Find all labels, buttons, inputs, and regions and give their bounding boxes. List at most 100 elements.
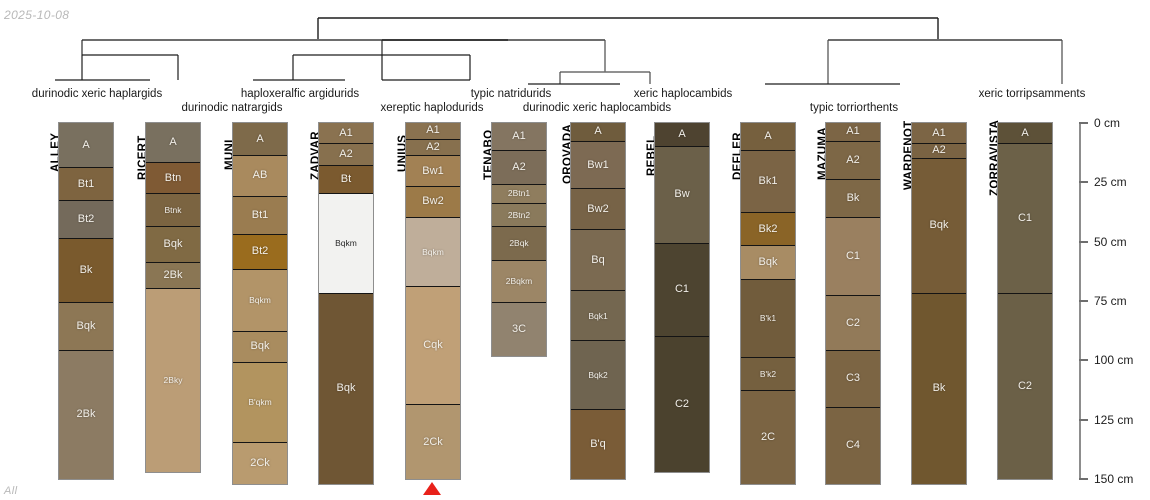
soil-horizon[interactable]: 2Bk [59, 350, 113, 479]
soil-horizon[interactable]: Bq [571, 229, 625, 292]
soil-horizon[interactable]: A1 [406, 123, 460, 140]
soil-horizon[interactable]: C3 [826, 350, 880, 408]
soil-horizon[interactable]: Bqk [233, 331, 287, 363]
horizon-label: A2 [426, 140, 440, 153]
profile-column[interactable]: A Bw1 Bw2 Bq Bqk1 Bqk2 B'q [570, 122, 626, 480]
profile-column[interactable]: A1 A2 Bk C1 C2 C3 C4 [825, 122, 881, 485]
soil-horizon[interactable]: Bk [912, 293, 966, 484]
profile-column[interactable]: A1 A2 Bw1 Bw2 Bqkm Cqk 2Ck [405, 122, 461, 480]
soil-horizon[interactable]: Bw2 [571, 189, 625, 230]
profile-column[interactable]: A Btn Btnk Bqk 2Bk 2Bky [145, 122, 201, 473]
soil-horizon[interactable]: AB [233, 156, 287, 197]
horizon-label: Bqk [336, 382, 356, 395]
soil-horizon[interactable]: C1 [655, 244, 709, 337]
soil-horizon[interactable]: 2Bqk [492, 227, 546, 261]
soil-horizon[interactable]: 2Ck [406, 405, 460, 479]
soil-horizon[interactable]: A1 [826, 123, 880, 142]
soil-horizon[interactable]: A1 [319, 123, 373, 145]
soil-horizon[interactable]: Bqk [912, 158, 966, 294]
soil-horizon[interactable]: Bt [319, 165, 373, 195]
horizon-label: Bqk [758, 256, 778, 268]
soil-horizon[interactable]: C4 [826, 407, 880, 484]
horizon-label: A [678, 127, 686, 140]
soil-horizon[interactable]: A1 [912, 123, 966, 145]
soil-horizon[interactable]: C1 [826, 217, 880, 297]
soil-horizon[interactable]: Bt2 [59, 201, 113, 240]
soil-horizon[interactable]: 2Bqkm [492, 260, 546, 304]
soil-horizon[interactable]: Bqkm [233, 270, 287, 332]
soil-horizon[interactable]: 2C [741, 391, 795, 484]
soil-horizon[interactable]: B'q [571, 410, 625, 479]
horizon-label: Bq [591, 253, 605, 266]
soil-horizon[interactable]: Bqk [741, 246, 795, 280]
soil-horizon[interactable]: C2 [655, 336, 709, 472]
axis-tick [1079, 299, 1088, 302]
profile-column[interactable]: A1 A2 Bqk Bk [911, 122, 967, 485]
soil-horizon[interactable]: Bqk [319, 293, 373, 484]
profile-column[interactable]: A1 A2 2Btn1 2Btn2 2Bqk 2Bqkm 3C [491, 122, 547, 357]
soil-horizon[interactable]: Bt1 [233, 196, 287, 235]
soil-horizon[interactable]: Bw1 [571, 141, 625, 190]
horizon-label: Bqk [76, 320, 96, 333]
soil-horizon[interactable]: A [655, 123, 709, 147]
soil-horizon[interactable]: A2 [912, 144, 966, 159]
soil-horizon[interactable]: A [998, 123, 1052, 145]
soil-horizon[interactable]: C2 [826, 296, 880, 351]
soil-horizon[interactable]: Bt1 [59, 168, 113, 202]
soil-horizon[interactable]: B'k1 [741, 279, 795, 358]
soil-horizon[interactable]: Bk [59, 239, 113, 304]
soil-horizon[interactable]: A1 [492, 123, 546, 152]
horizon-label: 2Ck [250, 457, 270, 469]
axis-tick-label: 50 cm [1094, 234, 1127, 249]
soil-horizon[interactable]: 2Bky [146, 289, 200, 472]
profile-column[interactable]: A1 A2 Bt Bqkm Bqk [318, 122, 374, 485]
soil-horizon[interactable]: 3C [492, 303, 546, 356]
soil-horizon[interactable]: A2 [826, 141, 880, 180]
horizon-label: Btnk [164, 205, 182, 216]
soil-horizon[interactable]: 2Ck [233, 443, 287, 484]
dendrogram-leaf-label: durinodic xeric haplargids [31, 88, 163, 100]
dendrogram-leaf-label: typic torriorthents [809, 102, 899, 114]
soil-horizon[interactable]: Bk2 [741, 213, 795, 247]
soil-horizon[interactable]: A [571, 123, 625, 142]
profile-column[interactable]: A Bt1 Bt2 Bk Bqk 2Bk [58, 122, 114, 480]
soil-horizon[interactable]: Bw1 [406, 156, 460, 188]
profile-column[interactable]: A Bw C1 C2 [654, 122, 710, 473]
profile-column[interactable]: A C1 C2 [997, 122, 1053, 480]
soil-horizon[interactable]: 2Bk [146, 263, 200, 290]
soil-horizon[interactable]: B'qkm [233, 362, 287, 444]
soil-horizon[interactable]: Btn [146, 163, 200, 195]
soil-horizon[interactable]: Btnk [146, 194, 200, 228]
soil-horizon[interactable]: Bqk [59, 303, 113, 351]
soil-horizon[interactable]: A2 [319, 144, 373, 166]
horizon-label: Bqkm [422, 246, 444, 257]
soil-horizon[interactable]: C2 [998, 293, 1052, 479]
profile-column[interactable]: A Bk1 Bk2 Bqk B'k1 B'k2 2C [740, 122, 796, 485]
soil-horizon[interactable]: A [59, 123, 113, 169]
soil-horizon[interactable]: Bqk1 [571, 291, 625, 342]
soil-horizon[interactable]: 2Btn2 [492, 203, 546, 228]
soil-horizon[interactable]: Bk1 [741, 151, 795, 214]
soil-horizon[interactable]: A2 [492, 151, 546, 185]
soil-horizon[interactable]: Cqk [406, 286, 460, 406]
soil-horizon[interactable]: Bqk [146, 227, 200, 263]
soil-horizon[interactable]: B'k2 [741, 357, 795, 392]
horizon-label: C3 [845, 372, 861, 385]
soil-horizon[interactable]: A2 [406, 139, 460, 157]
soil-horizon[interactable]: Bw [655, 146, 709, 244]
dendrogram-leaf-label: xereptic haplodurids [380, 102, 484, 114]
profile-column[interactable]: A AB Bt1 Bt2 Bqkm Bqk B'qkm 2Ck [232, 122, 288, 485]
soil-horizon[interactable]: Bt2 [233, 234, 287, 271]
soil-horizon[interactable]: A [233, 123, 287, 157]
soil-horizon[interactable]: 2Btn1 [492, 184, 546, 204]
soil-horizon[interactable]: Bqkm [406, 217, 460, 287]
soil-horizon[interactable]: Bqk2 [571, 341, 625, 411]
soil-horizon[interactable]: C1 [998, 144, 1052, 294]
soil-horizon[interactable]: Bw2 [406, 187, 460, 218]
soil-horizon[interactable]: Bk [826, 179, 880, 218]
horizon-label: 2Btn2 [507, 209, 531, 220]
soil-horizon[interactable]: A [741, 123, 795, 152]
horizon-label: A1 [932, 126, 946, 139]
soil-horizon[interactable]: Bqkm [319, 194, 373, 294]
soil-horizon[interactable]: A [146, 123, 200, 164]
